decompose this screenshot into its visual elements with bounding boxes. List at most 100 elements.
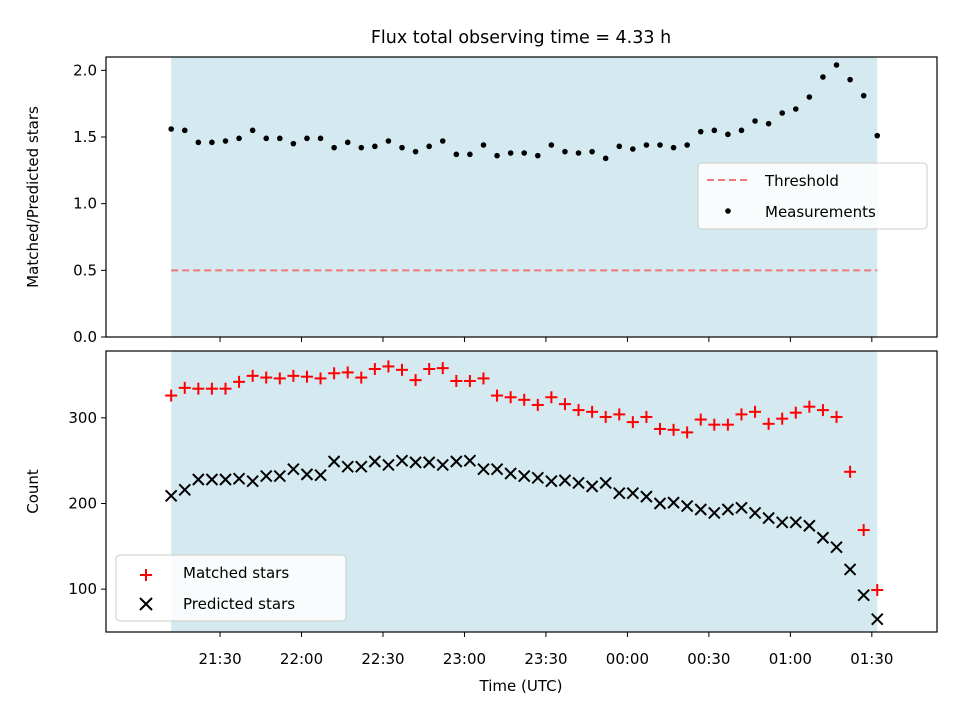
matched-point <box>477 372 490 385</box>
bottom-y-tick-label: 300 <box>68 409 97 427</box>
measurement-point <box>467 151 473 158</box>
measurement-point <box>630 146 636 152</box>
predicted-point <box>355 460 368 473</box>
bottom-y-tick-label: 100 <box>68 580 97 598</box>
matched-point <box>233 375 246 388</box>
matched-point <box>681 426 694 439</box>
measurement-point <box>331 144 337 151</box>
matched-point <box>640 410 653 423</box>
matched-point <box>708 418 721 431</box>
predicted-point <box>721 503 735 516</box>
predicted-point <box>409 456 422 469</box>
predicted-point <box>585 480 599 493</box>
measurement-point <box>765 120 772 127</box>
predicted-point <box>680 499 694 513</box>
matched-point <box>409 374 422 387</box>
top-legend-frame <box>697 162 928 230</box>
matched-point <box>721 418 734 431</box>
matched-legend-label: Matched stars <box>183 564 289 582</box>
predicted-point <box>463 454 477 467</box>
matched-point <box>300 370 313 383</box>
predicted-point <box>232 472 246 485</box>
measurement-point <box>209 139 215 146</box>
measurement-point <box>820 74 826 80</box>
top-panel: Matched/Predicted stars 0.00.51.01.52.0 … <box>24 56 938 346</box>
matched-point <box>816 404 829 417</box>
bottom-axes-frame <box>105 350 938 633</box>
matched-point <box>260 371 273 384</box>
predicted-point <box>422 456 436 469</box>
matched-point <box>789 406 802 419</box>
measurement-point <box>697 128 704 135</box>
top-y-tick-label: 0.5 <box>73 261 97 279</box>
measurement-point <box>643 142 650 148</box>
matched-point <box>504 391 517 404</box>
measurement-point <box>657 142 663 148</box>
predicted-point <box>694 503 707 516</box>
matched-point <box>341 366 354 379</box>
matched-point <box>776 412 789 425</box>
measurements-legend-swatch <box>725 208 731 214</box>
threshold-legend-label: Threshold <box>764 172 839 190</box>
predicted-point <box>382 458 395 472</box>
measurement-point <box>277 135 283 142</box>
predicted-point <box>599 476 612 490</box>
measurement-point <box>480 142 487 148</box>
predicted-point <box>192 473 205 486</box>
measurement-point <box>602 155 609 162</box>
matched-point <box>599 410 612 423</box>
bottom-legend-frame <box>115 554 347 622</box>
predicted-point <box>450 455 463 468</box>
matched-point <box>192 382 205 395</box>
predicted-point <box>287 463 300 476</box>
measurement-point <box>738 127 745 134</box>
chart-title: Flux total observing time = 4.33 h <box>371 28 671 48</box>
predicted-point <box>504 467 517 480</box>
measurement-point <box>507 150 514 156</box>
matched-point <box>355 371 368 384</box>
measurement-point <box>358 144 365 151</box>
matched-point <box>328 367 341 380</box>
matched-point <box>273 372 286 385</box>
matched-point <box>803 400 816 413</box>
bottom-legend: Matched stars Predicted stars <box>115 554 347 622</box>
measurement-point <box>874 132 881 139</box>
predicted-point <box>803 519 816 532</box>
predicted-point <box>205 473 219 486</box>
predicted-point <box>558 474 572 487</box>
measurement-point <box>548 142 555 148</box>
top-y-tick-label: 0.0 <box>73 328 97 346</box>
measurement-point <box>684 142 690 148</box>
matched-point <box>531 398 544 411</box>
x-axis-label: Time (UTC) <box>479 677 563 695</box>
predicted-point <box>708 506 721 520</box>
measurement-point <box>412 148 419 155</box>
predicted-point <box>830 540 843 554</box>
matched-point <box>518 393 531 406</box>
predicted-point <box>843 563 857 576</box>
measurement-point <box>494 152 500 159</box>
measurement-point <box>263 135 270 142</box>
matched-point <box>762 417 775 430</box>
predicted-legend-label: Predicted stars <box>183 595 295 613</box>
matched-point <box>830 410 843 423</box>
predicted-point <box>314 469 327 482</box>
x-tick-label: 00:00 <box>606 650 649 668</box>
measurement-point <box>575 150 582 156</box>
measurement-point <box>195 139 202 146</box>
matched-point <box>558 398 571 411</box>
predicted-point <box>735 501 748 514</box>
matched-point <box>368 362 381 375</box>
matched-point <box>735 408 748 421</box>
measurement-point <box>806 94 813 100</box>
predicted-point <box>490 463 504 476</box>
x-tick-label: 22:30 <box>361 650 404 668</box>
measurement-point <box>317 135 324 142</box>
predicted-point <box>613 487 626 500</box>
matched-point <box>205 382 218 395</box>
predicted-point <box>762 511 775 525</box>
predicted-point <box>789 516 802 529</box>
predicted-point <box>518 469 531 483</box>
matched-point <box>572 404 585 417</box>
